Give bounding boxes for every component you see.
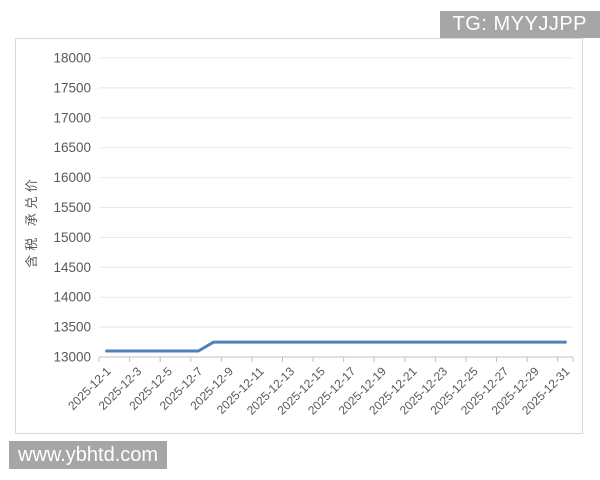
watermark: www.ybhtd.com xyxy=(9,441,168,469)
telegram-badge-label: TG: MYYJJPP xyxy=(452,13,587,35)
watermark-label: www.ybhtd.com xyxy=(18,444,159,466)
chart-area: 13000 13500 14000 14500 15000 15500 16000 16500… xyxy=(15,38,583,434)
y-tick-label: 16500 xyxy=(53,140,91,155)
y-tick-label: 14500 xyxy=(53,260,91,275)
y-tick-label: 15000 xyxy=(53,230,91,245)
y-tick-label: 13500 xyxy=(53,320,91,335)
telegram-badge: TG: MYYJJPP xyxy=(439,11,600,38)
y-tick-label: 13000 xyxy=(53,350,91,365)
y-tick-label: 14000 xyxy=(53,290,91,305)
series-line xyxy=(105,340,567,353)
y-tick-label: 16000 xyxy=(53,170,91,185)
y-axis-title: 含税 承兑价 xyxy=(24,175,39,268)
y-tick-label: 18000 xyxy=(53,51,91,66)
y-tick-label: 17000 xyxy=(53,110,91,125)
y-tick-label: 15500 xyxy=(53,200,91,215)
chart-svg: 13000 13500 14000 14500 15000 15500 16000 16500… xyxy=(24,51,574,418)
y-tick-label: 17500 xyxy=(53,80,91,95)
